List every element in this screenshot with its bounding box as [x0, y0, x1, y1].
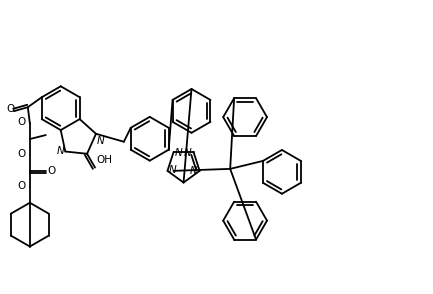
Text: O: O	[18, 181, 26, 191]
Text: N: N	[168, 165, 176, 175]
Text: N: N	[184, 148, 191, 158]
Text: N: N	[97, 136, 105, 146]
Text: O: O	[18, 149, 26, 159]
Text: N: N	[190, 166, 197, 176]
Text: OH: OH	[96, 155, 112, 165]
Text: O: O	[18, 117, 26, 127]
Text: N: N	[174, 148, 182, 158]
Text: N: N	[57, 146, 64, 156]
Text: O: O	[7, 104, 15, 114]
Text: O: O	[48, 166, 56, 176]
